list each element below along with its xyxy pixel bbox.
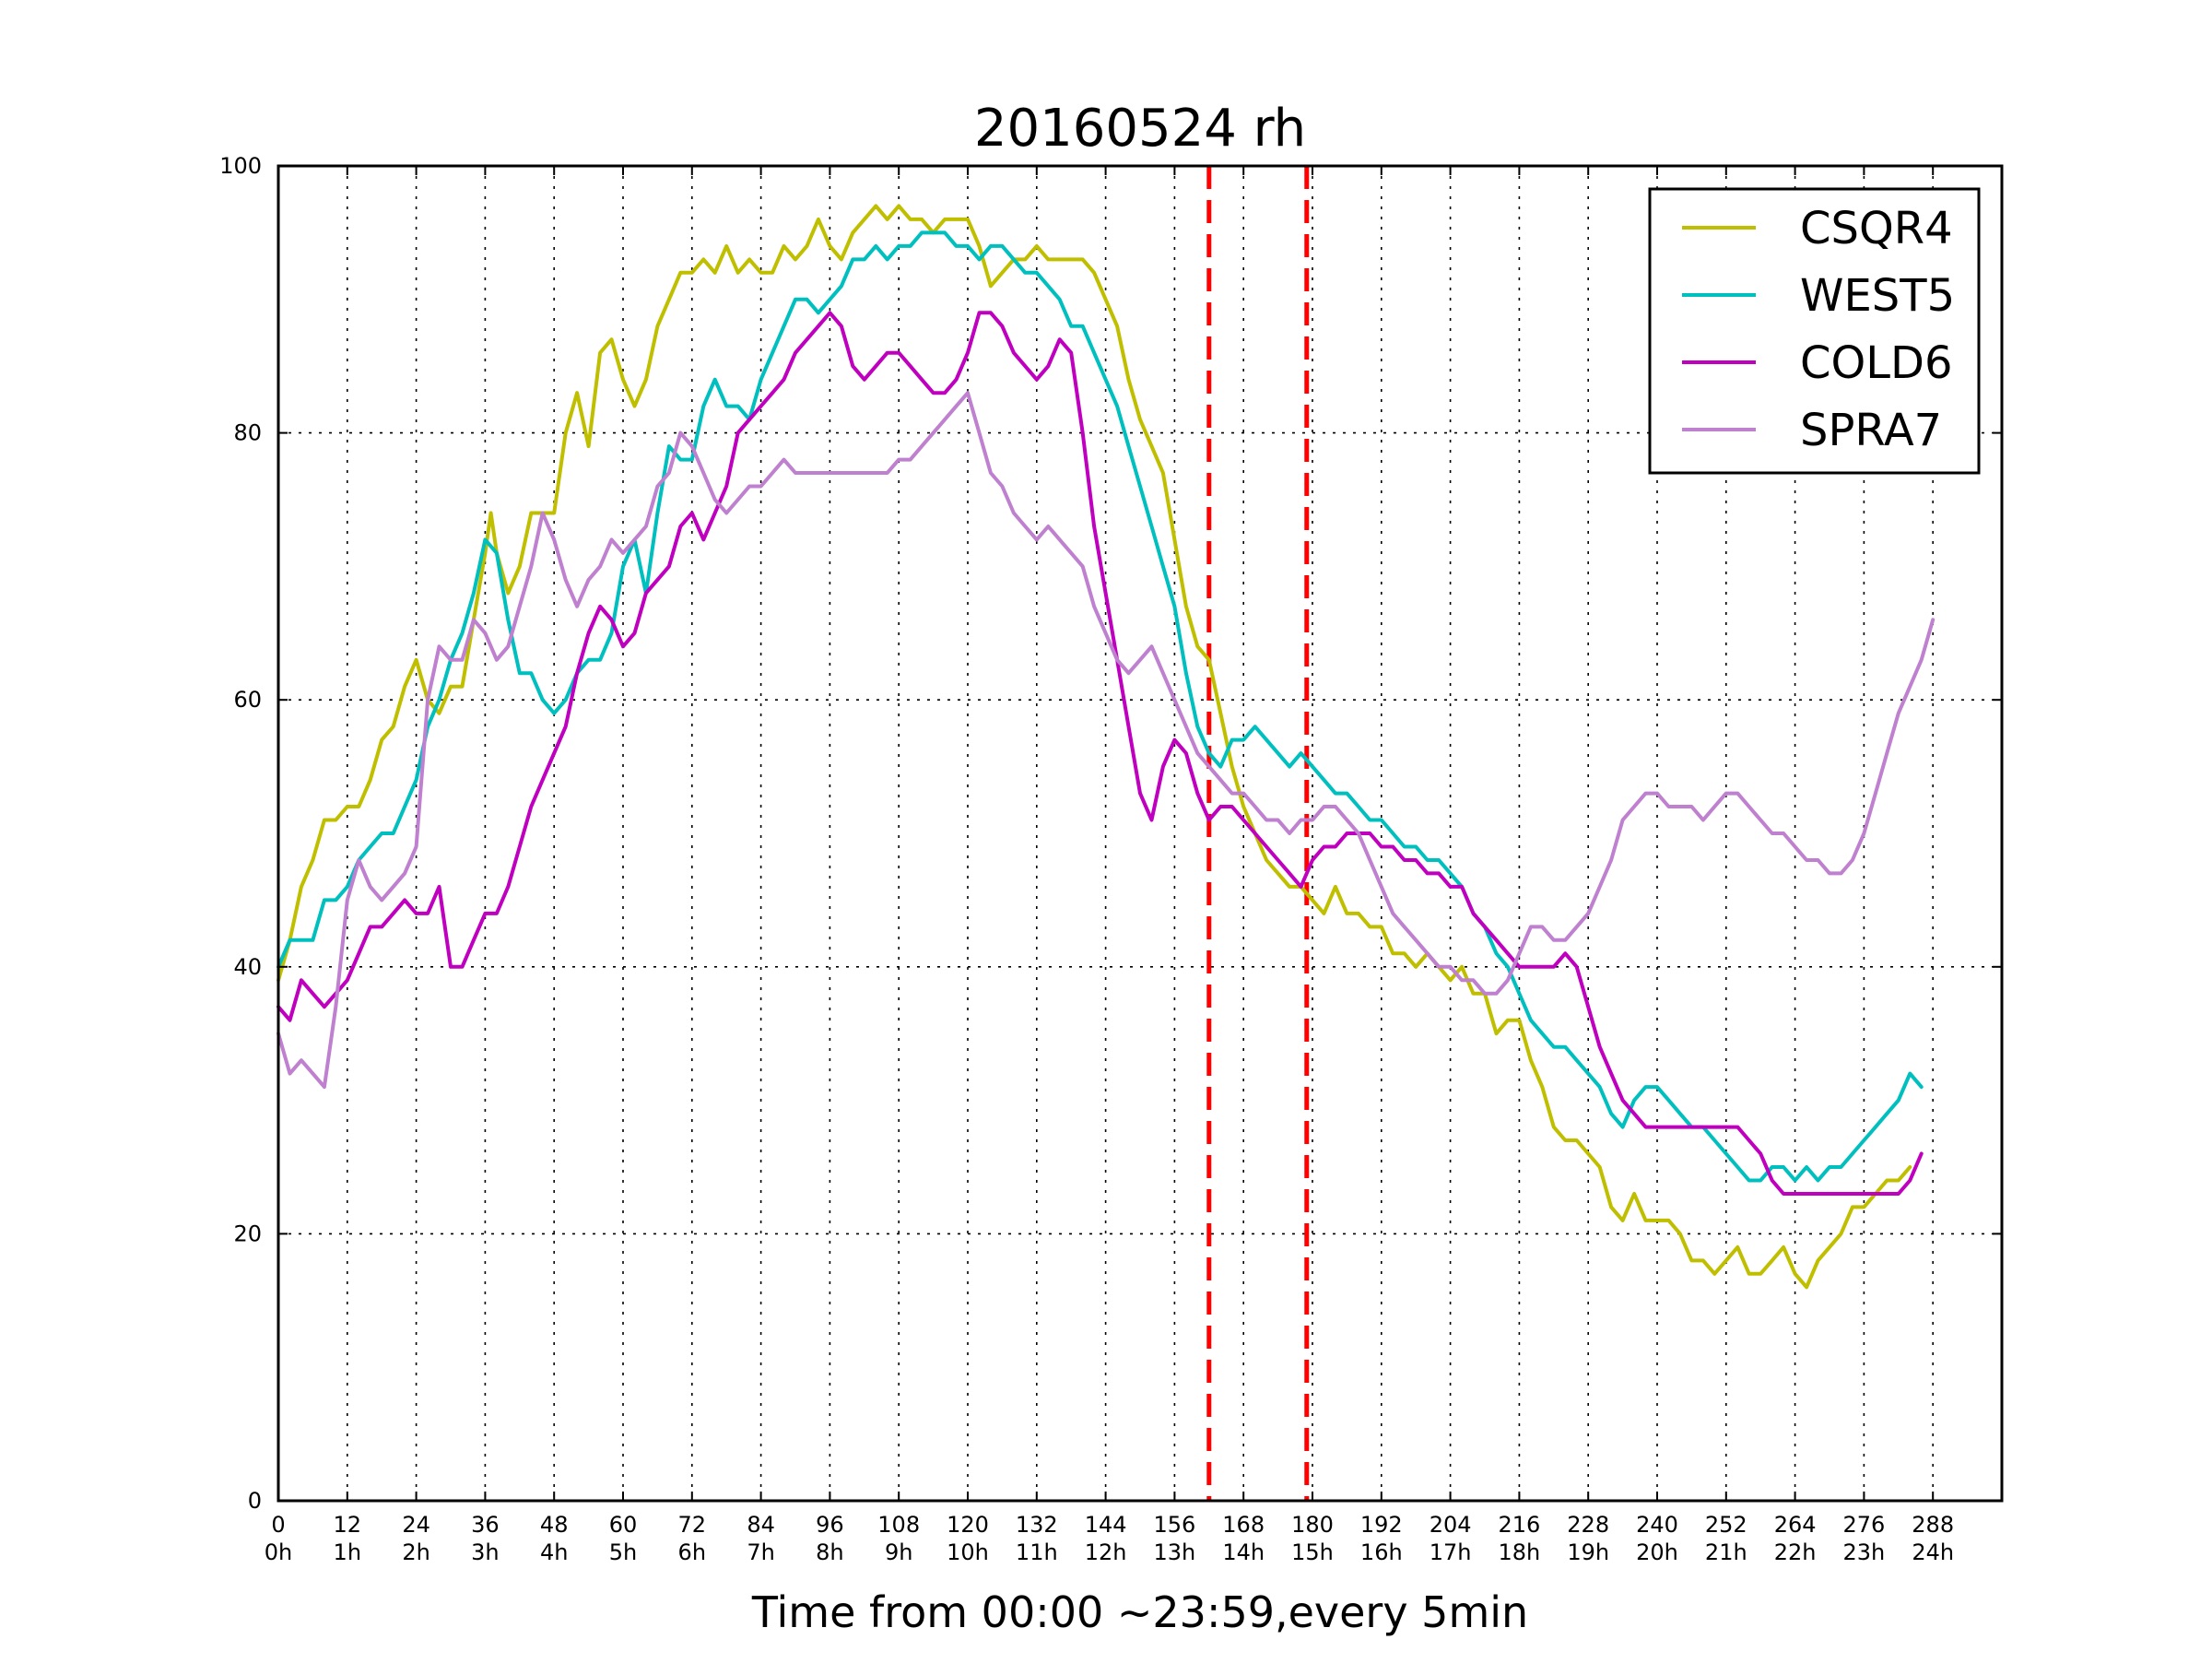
legend-box [1648, 187, 1981, 475]
x-tick-label: 204 [1430, 1512, 1472, 1538]
x-tick-sublabel: 12h [1085, 1539, 1127, 1565]
x-tick-sublabel: 8h [816, 1539, 843, 1565]
x-tick-label: 252 [1705, 1512, 1747, 1538]
x-tick-label: 144 [1085, 1512, 1127, 1538]
x-tick-sublabel: 15h [1291, 1539, 1334, 1565]
x-tick-label: 36 [471, 1512, 500, 1538]
chart-title: 20160524 rh [974, 99, 1306, 159]
x-tick-sublabel: 19h [1567, 1539, 1609, 1565]
x-tick-label: 288 [1912, 1512, 1954, 1538]
x-tick-label: 24 [402, 1512, 430, 1538]
x-tick-sublabel: 0h [265, 1539, 292, 1565]
y-tick-label: 20 [233, 1221, 262, 1246]
legend-label-cold6: COLD6 [1800, 337, 1953, 389]
axis-ticks: 02040608010000h121h242h363h484h605h726h8… [219, 153, 2002, 1565]
x-tick-sublabel: 23h [1843, 1539, 1886, 1565]
x-tick-label: 60 [609, 1512, 638, 1538]
x-tick-label: 12 [334, 1512, 362, 1538]
y-tick-label: 0 [248, 1488, 262, 1514]
x-tick-sublabel: 7h [747, 1539, 774, 1565]
x-tick-sublabel: 11h [1016, 1539, 1058, 1565]
x-tick-sublabel: 9h [885, 1539, 912, 1565]
x-tick-label: 216 [1498, 1512, 1540, 1538]
x-tick-sublabel: 3h [471, 1539, 499, 1565]
plot-area-frame [276, 164, 2004, 1503]
x-tick-sublabel: 13h [1154, 1539, 1196, 1565]
legend: CSQR4 WEST5 COLD6 SPRA7 [1648, 187, 1981, 475]
series-line-cold6 [276, 311, 1924, 1196]
x-tick-label: 120 [947, 1512, 989, 1538]
series-line-spra7 [276, 391, 1936, 1090]
y-tick-label: 100 [219, 153, 262, 179]
x-tick-sublabel: 4h [540, 1539, 568, 1565]
legend-label-csqr4: CSQR4 [1800, 203, 1953, 254]
y-tick-label: 80 [233, 420, 262, 446]
x-tick-label: 132 [1016, 1512, 1058, 1538]
y-tick-label: 40 [233, 954, 262, 980]
series-line-csqr4 [276, 204, 1912, 1290]
x-tick-label: 240 [1636, 1512, 1678, 1538]
x-tick-sublabel: 18h [1499, 1539, 1541, 1565]
grid [278, 166, 2002, 1501]
y-tick-label: 60 [233, 687, 262, 713]
legend-label-spra7: SPRA7 [1800, 405, 1942, 456]
x-tick-label: 168 [1222, 1512, 1265, 1538]
x-tick-sublabel: 10h [947, 1539, 989, 1565]
x-tick-label: 72 [678, 1512, 707, 1538]
x-tick-sublabel: 2h [402, 1539, 429, 1565]
x-tick-sublabel: 1h [334, 1539, 361, 1565]
x-tick-sublabel: 24h [1912, 1539, 1954, 1565]
x-tick-label: 84 [747, 1512, 775, 1538]
x-tick-label: 108 [877, 1512, 920, 1538]
x-tick-sublabel: 22h [1774, 1539, 1817, 1565]
x-tick-label: 180 [1291, 1512, 1334, 1538]
x-tick-label: 264 [1774, 1512, 1817, 1538]
series-lines [276, 204, 1936, 1290]
legend-label-west5: WEST5 [1800, 270, 1955, 322]
x-tick-label: 48 [540, 1512, 569, 1538]
x-tick-sublabel: 16h [1360, 1539, 1403, 1565]
x-tick-label: 0 [271, 1512, 285, 1538]
x-tick-label: 276 [1842, 1512, 1885, 1538]
x-tick-sublabel: 20h [1636, 1539, 1678, 1565]
x-tick-label: 228 [1567, 1512, 1609, 1538]
x-tick-sublabel: 6h [678, 1539, 706, 1565]
vertical-markers [1206, 166, 1310, 1501]
x-tick-label: 156 [1153, 1512, 1195, 1538]
series-line-west5 [276, 230, 1924, 1183]
x-tick-sublabel: 5h [609, 1539, 637, 1565]
x-axis-title: Time from 00:00 ~23:59,every 5min [751, 1587, 1528, 1637]
x-tick-sublabel: 14h [1222, 1539, 1265, 1565]
x-tick-sublabel: 21h [1705, 1539, 1747, 1565]
x-tick-label: 96 [816, 1512, 844, 1538]
x-tick-sublabel: 17h [1430, 1539, 1472, 1565]
x-tick-label: 192 [1360, 1512, 1403, 1538]
